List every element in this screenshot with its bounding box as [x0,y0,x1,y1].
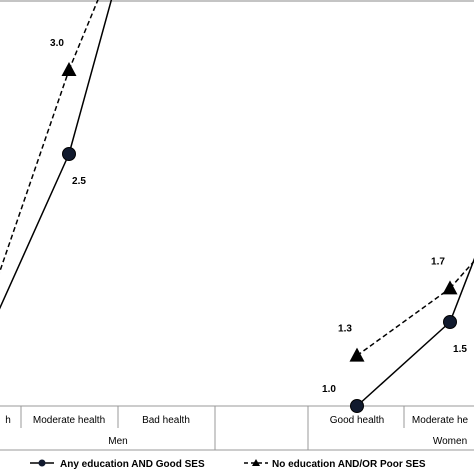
category-label: Good health [330,415,385,426]
series-2-point [349,347,365,362]
legend-marker-circle [38,459,46,467]
series-marks [61,62,458,413]
series-2-point [61,62,77,76]
data-label: 1.3 [338,324,352,335]
series-1-segment [68,0,113,155]
group-label: Women [433,436,467,447]
category-label: Bad health [142,415,190,426]
data-label: 1.0 [322,384,336,395]
legend-label: Any education AND Good SES [60,459,205,470]
legend: Any education AND Good SES No education A… [30,459,426,470]
data-label: 1.7 [431,256,445,267]
series-2-segment [68,0,99,71]
series-lines [0,0,474,407]
series-1-point [443,315,457,329]
series-1-segment [449,257,474,323]
series-1-point [62,147,76,161]
category-label: Moderate health [33,415,105,426]
category-label: h [5,415,11,426]
legend-marker-triangle [252,459,260,466]
data-label: 3.0 [50,38,64,49]
group-labels: Men Women [108,436,467,447]
data-labels: 2.54.61.01.53.04.41.31.7 [50,38,467,395]
group-label: Men [108,436,127,447]
category-label: Moderate he [412,415,469,426]
series-2-segment [449,260,474,289]
legend-label: No education AND/OR Poor SES [272,459,426,470]
data-label: 2.5 [72,176,86,187]
category-labels: h Moderate health Bad health Good health Mod… [5,415,468,426]
axes [0,0,474,451]
series-1-segment [0,153,70,310]
series-1-point [350,399,364,413]
series-2-segment [356,287,451,357]
series-2-point [442,280,458,295]
series-1-segment [356,321,451,407]
series-2-segment [0,69,70,274]
data-label: 1.5 [453,344,467,355]
